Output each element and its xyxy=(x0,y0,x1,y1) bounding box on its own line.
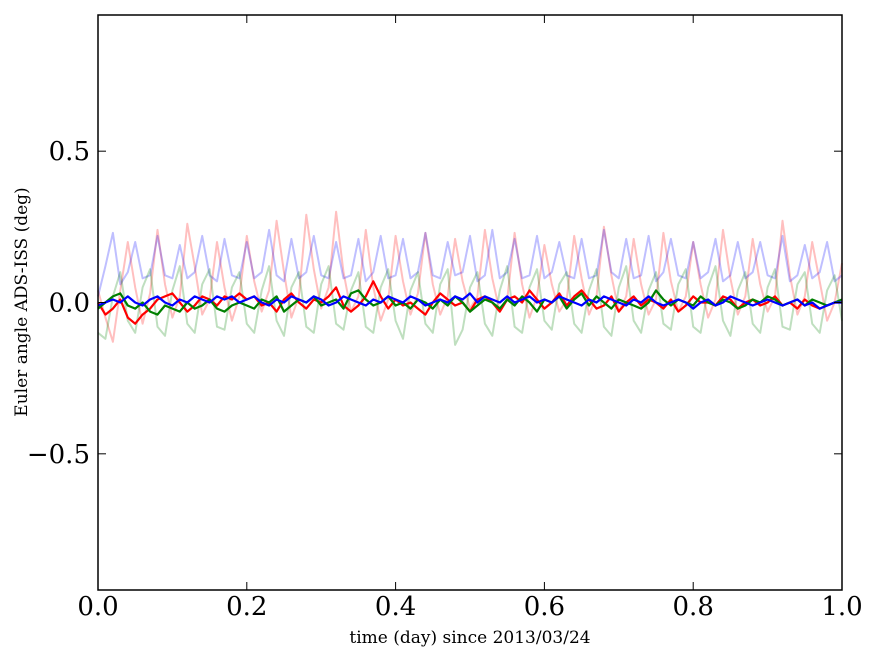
y-tick-label: 0.5 xyxy=(49,137,90,167)
plot-frame xyxy=(97,14,843,591)
y-axis-title: Euler angle ADS-ISS (deg) xyxy=(12,187,32,416)
series-line-2 xyxy=(97,228,843,297)
y-tick-label: 0.0 xyxy=(49,289,90,319)
series-line-6 xyxy=(97,292,842,310)
x-tick-label: 1.0 xyxy=(821,592,862,622)
ticks-layer: 0.0 0.2 0.4 0.6 0.8 1.0 −0.5 0.0 0.5 xyxy=(27,15,863,622)
series-line-3 xyxy=(97,265,843,346)
x-tick-label: 0.6 xyxy=(524,592,565,622)
x-tick-label: 0.2 xyxy=(226,592,267,622)
x-tick-label: 0.0 xyxy=(77,592,118,622)
x-tick-label: 0.4 xyxy=(375,592,416,622)
y-tick-label: −0.5 xyxy=(27,440,90,470)
x-tick-label: 0.8 xyxy=(673,592,714,622)
series-line-1 xyxy=(97,210,843,343)
x-axis-title: time (day) since 2013/03/24 xyxy=(349,628,590,648)
series-layer xyxy=(97,210,843,346)
